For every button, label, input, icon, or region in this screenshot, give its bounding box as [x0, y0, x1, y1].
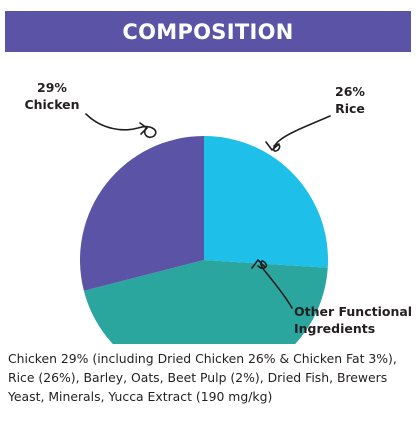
pie-slice-other-functional-ingredients	[83, 260, 328, 344]
pie-slice-rice	[204, 136, 328, 268]
composition-pie-chart: 26% Rice Other Functional Ingredients 29% Chi…	[24, 80, 412, 344]
slice-label-chicken: 29% Chicken	[24, 80, 79, 112]
slice-label-other-functional-ingredients: Other Functional Ingredients	[294, 304, 412, 336]
other-arrow	[257, 260, 293, 309]
chicken-arrow	[85, 113, 157, 139]
ingredients-description: Chicken 29% (including Dried Chicken 26%…	[8, 351, 397, 404]
rice-arrow	[272, 115, 331, 152]
slice-label-rice: 26% Rice	[335, 84, 365, 116]
header-title: COMPOSITION	[122, 19, 294, 44]
pie-slice-chicken	[80, 136, 204, 291]
rice-arrow-head	[265, 141, 280, 151]
other-arrow-head	[251, 259, 266, 269]
chicken-arrow-head	[139, 122, 148, 135]
composition-header: COMPOSITION	[5, 11, 411, 52]
